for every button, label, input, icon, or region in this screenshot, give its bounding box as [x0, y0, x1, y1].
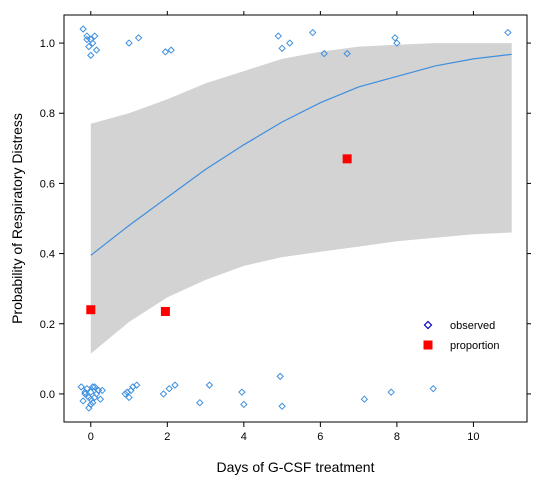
observed-point	[276, 372, 284, 381]
axes-layer: 0 2 4 6 8 10 0.0 0.2 0.4 0.6 0.8 1.0	[40, 11, 531, 443]
fit-line	[90, 53, 512, 256]
observed-point	[87, 395, 95, 403]
observed-point	[90, 393, 99, 402]
observed-point	[92, 46, 101, 54]
observed-point	[132, 381, 141, 389]
confidence-band	[90, 43, 512, 354]
observed-point	[83, 32, 91, 40]
observed-point	[125, 39, 133, 47]
plot-frame	[63, 14, 528, 423]
x-tick-label: 8	[394, 431, 400, 443]
y-tick-label: 1.0	[40, 38, 55, 50]
x-tick-label: 4	[241, 431, 247, 443]
observed-point	[127, 386, 135, 395]
legend: observed proportion	[423, 320, 500, 352]
y-tick-label: 0.8	[40, 108, 55, 120]
legend-observed-label: observed	[450, 320, 495, 332]
observed-point	[343, 49, 351, 58]
observed-point	[274, 32, 282, 40]
observed-point	[87, 51, 95, 60]
observed-point	[504, 28, 512, 37]
observed-point	[77, 383, 85, 391]
observed-point	[96, 395, 105, 403]
y-tick-label: 0.6	[40, 178, 55, 190]
observed-point	[121, 390, 129, 398]
y-tick-label: 0.4	[40, 249, 55, 261]
proportion-marker	[342, 154, 352, 164]
observed-point	[320, 49, 328, 58]
legend-observed-marker	[423, 320, 433, 330]
x-tick-label: 10	[467, 431, 479, 443]
x-axis-title: Days of G-CSF treatment	[217, 459, 375, 475]
observed-points-layer	[77, 25, 512, 412]
observed-point	[171, 381, 179, 389]
x-tick-label: 2	[164, 431, 170, 443]
observed-point	[278, 402, 286, 410]
observed-point	[134, 34, 143, 42]
y-axis-title: Probability of Respiratory Distress	[9, 113, 25, 324]
observed-point	[387, 388, 395, 396]
observed-point	[88, 383, 97, 391]
observed-point	[88, 39, 97, 47]
y-tick-label: 0.2	[40, 319, 55, 331]
x-tick-label: 0	[88, 431, 94, 443]
confidence-band-layer	[90, 43, 512, 354]
observed-point	[205, 381, 214, 389]
observed-point	[429, 384, 437, 393]
x-tick-label: 6	[317, 431, 323, 443]
observed-point	[90, 32, 99, 40]
observed-point	[79, 25, 87, 33]
observed-point	[83, 35, 91, 44]
fit-line-layer	[90, 53, 512, 256]
observed-point	[240, 400, 248, 409]
observed-point	[360, 395, 369, 403]
observed-point	[79, 397, 87, 405]
observed-point	[159, 390, 168, 398]
observed-point	[125, 393, 133, 402]
observed-point	[393, 39, 401, 47]
observed-point	[196, 398, 204, 407]
legend-proportion-label: proportion	[450, 340, 500, 352]
observed-point	[238, 388, 246, 396]
proportion-marker	[160, 306, 170, 316]
observed-point	[161, 48, 170, 56]
observed-point	[81, 388, 89, 396]
observed-point	[165, 384, 173, 393]
observed-point	[286, 39, 294, 47]
observed-point	[278, 44, 286, 53]
observed-point	[167, 46, 175, 54]
proportion-markers-layer	[86, 154, 352, 316]
observed-point	[85, 42, 93, 51]
observed-point	[309, 28, 317, 37]
y-tick-label: 0.0	[40, 389, 55, 401]
observed-point	[98, 386, 106, 395]
legend-proportion-marker	[423, 340, 433, 350]
observed-point	[85, 404, 93, 412]
observed-point	[87, 388, 95, 396]
observed-point	[90, 383, 99, 391]
observed-point	[391, 34, 399, 42]
proportion-marker	[86, 305, 96, 315]
